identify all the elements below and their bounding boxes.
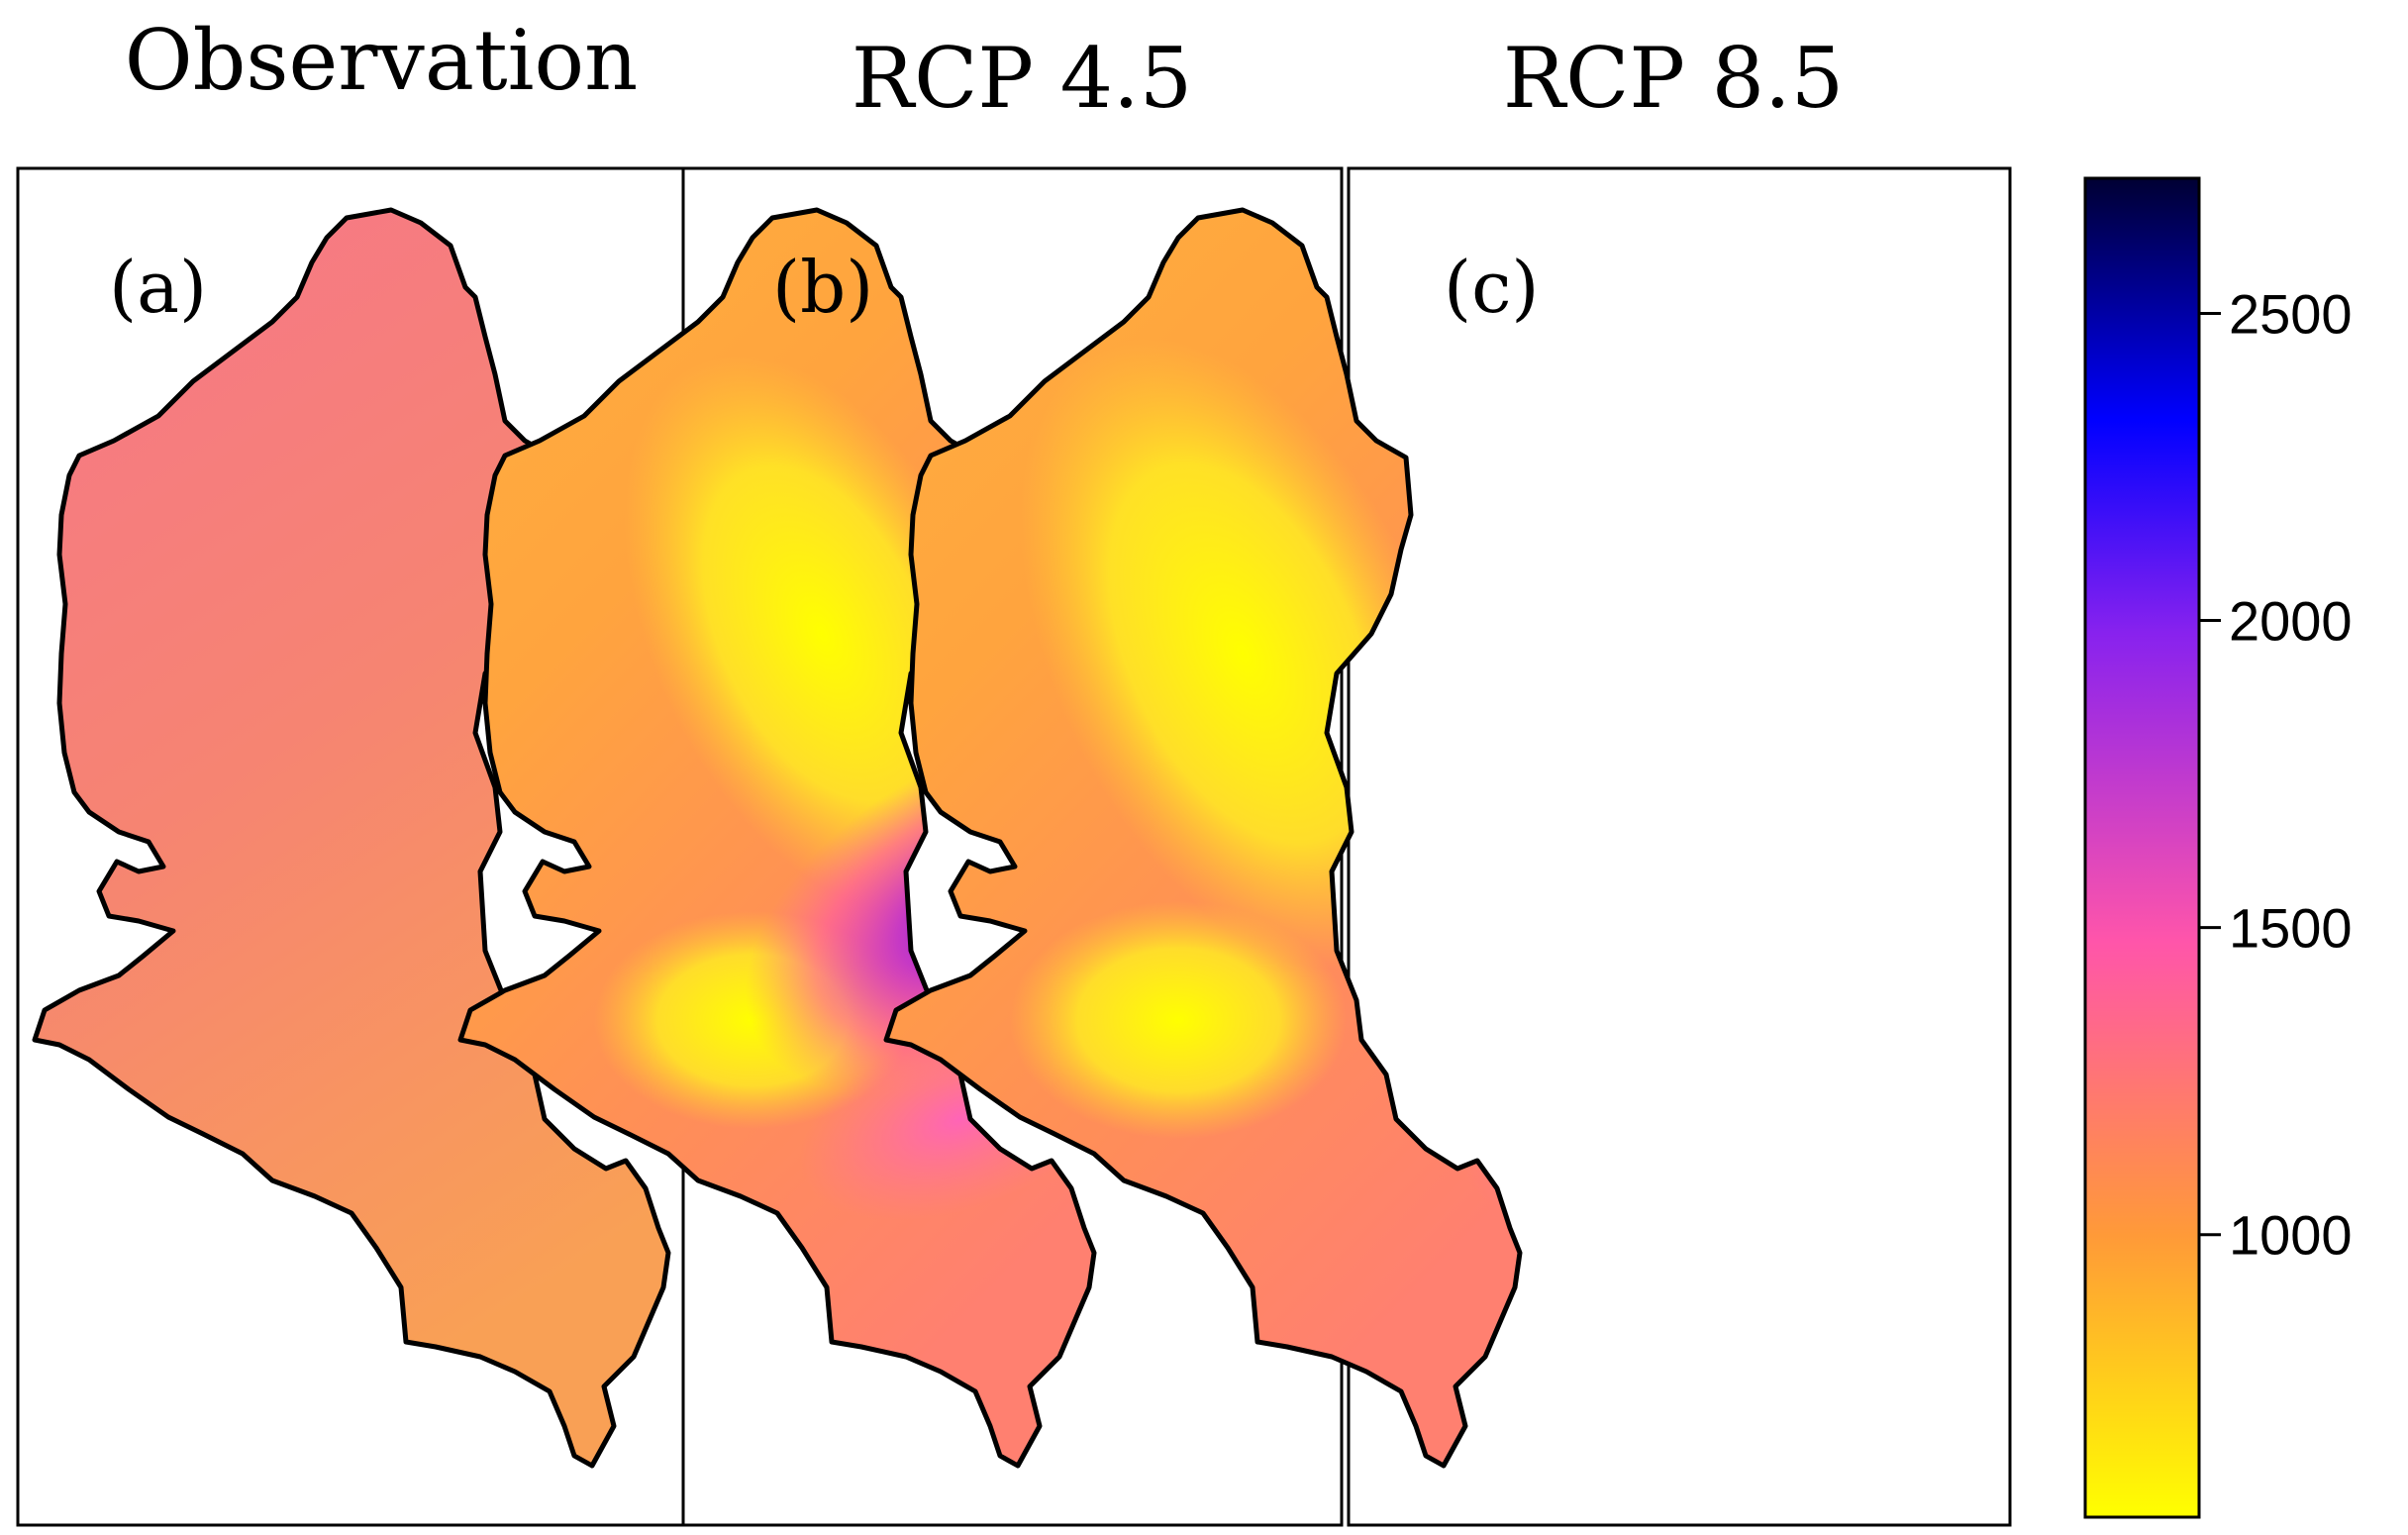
panel-label-b: (b) bbox=[772, 246, 873, 329]
colorbar-tick-label: 1500 bbox=[2229, 897, 2353, 960]
panel-label-a: (a) bbox=[109, 246, 207, 329]
panel-title-rcp45: RCP 4.5 bbox=[852, 30, 1192, 127]
colorbar-tick-label: 1000 bbox=[2229, 1204, 2353, 1267]
panel-title-observation: Observation bbox=[125, 12, 638, 109]
colorbar-tick-label: 2500 bbox=[2229, 282, 2353, 345]
panel-label-c: (c) bbox=[1444, 246, 1540, 329]
colorbar-ramp bbox=[2083, 176, 2201, 1519]
panel-title-rcp85: RCP 8.5 bbox=[1503, 30, 1844, 127]
panel-frame-right bbox=[1347, 166, 2012, 1527]
colorbar: 1000 1500 2000 2500 bbox=[2083, 176, 2353, 1519]
colorbar-tick-label: 2000 bbox=[2229, 590, 2353, 653]
